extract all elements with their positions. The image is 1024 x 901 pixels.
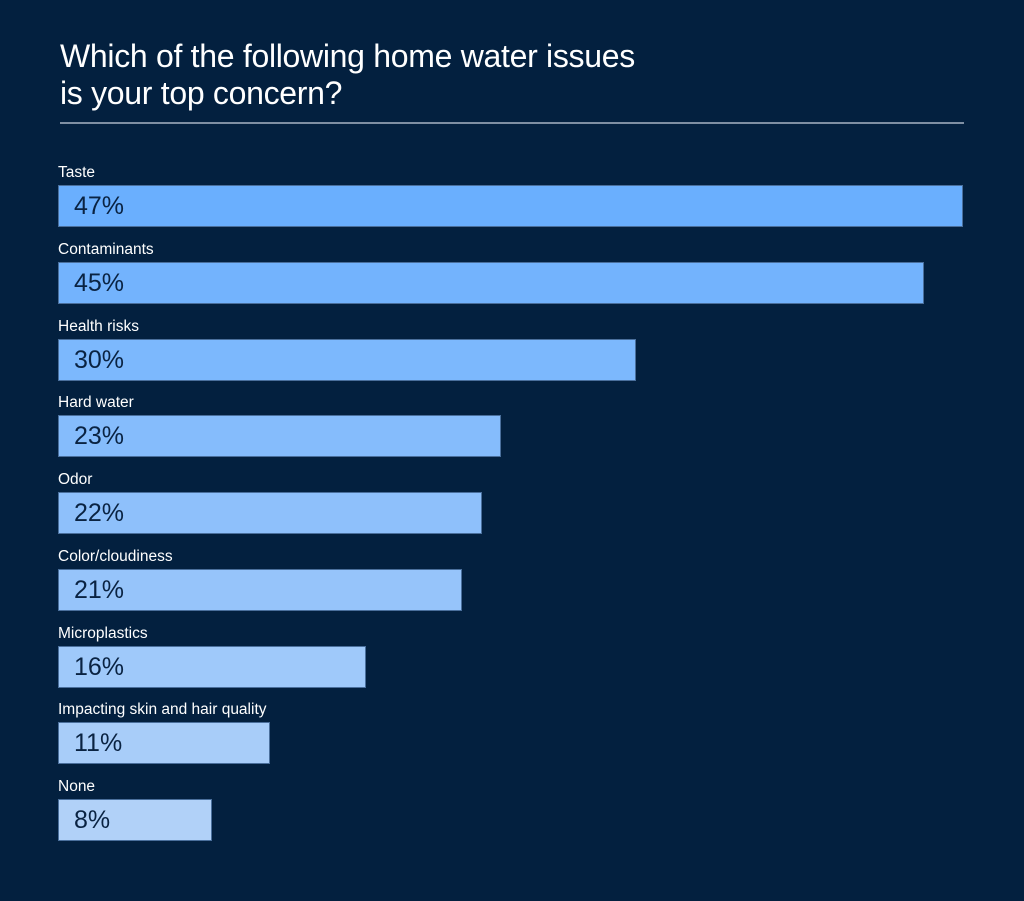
value-label: 16%: [74, 652, 125, 681]
value-label: 21%: [74, 575, 125, 604]
value-label: 45%: [74, 268, 125, 297]
value-label: 11%: [74, 729, 123, 758]
bar: [58, 415, 501, 458]
chart-title-line-2: is your top concern?: [60, 75, 343, 111]
title-divider: [60, 122, 964, 124]
chart-title-line-1: Which of the following home water issues: [60, 38, 635, 74]
value-label: 30%: [74, 345, 125, 374]
bar: [58, 261, 925, 304]
category-label: Microplastics: [58, 624, 148, 642]
value-label: 47%: [74, 192, 125, 220]
category-label: Color/cloudiness: [58, 547, 173, 565]
value-label: 8%: [74, 806, 111, 834]
category-label: Taste: [58, 164, 96, 181]
category-label: Impacting skin and hair quality: [58, 701, 267, 719]
bar: [58, 645, 367, 688]
value-label: 23%: [74, 422, 125, 451]
category-label: Contaminants: [58, 240, 154, 258]
category-label: Odor: [58, 471, 93, 488]
category-label: Hard water: [58, 394, 134, 412]
bar: [58, 492, 482, 534]
category-label: Health risks: [58, 317, 139, 335]
bar: [58, 568, 463, 611]
chart-title: Which of the following home water issues…: [60, 38, 635, 112]
bar: [58, 185, 963, 227]
bar: [58, 338, 636, 381]
bar: [58, 799, 213, 841]
value-label: 22%: [74, 499, 125, 527]
category-label: None: [58, 778, 96, 795]
bar: [58, 722, 270, 765]
